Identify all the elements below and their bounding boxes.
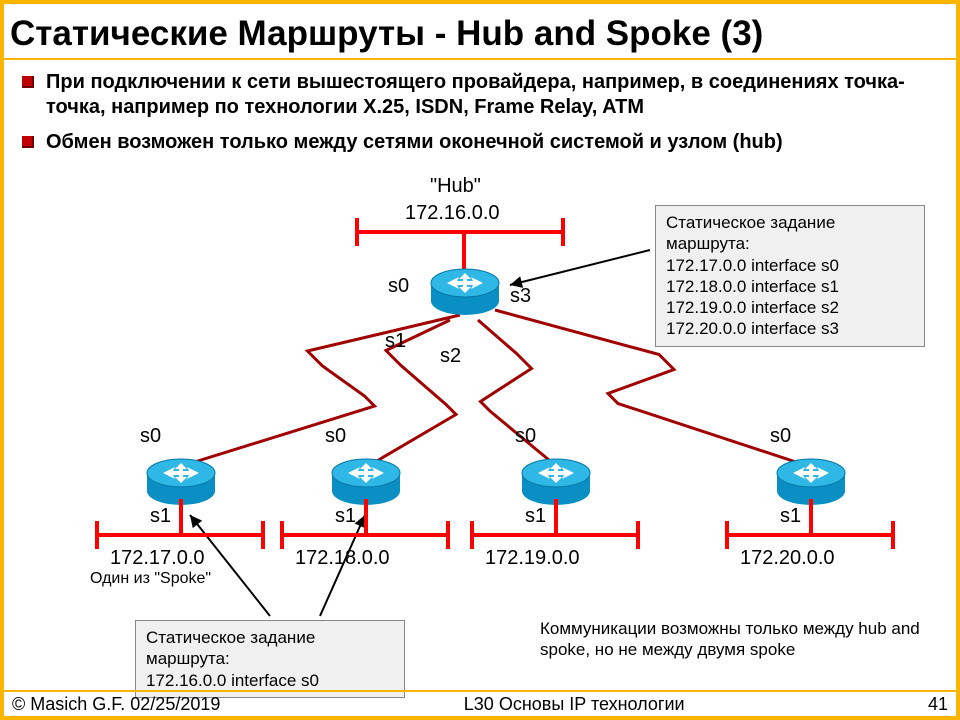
net-cap xyxy=(636,521,640,549)
slide-title: Статические Маршруты - Hub and Spoke (3) xyxy=(10,14,950,54)
spoke-sub-label: Один из "Spoke" xyxy=(90,570,211,588)
spoke-routes-title: Статическое задание маршрута: xyxy=(146,627,394,670)
hub-routes-line: 172.19.0.0 interface s2 xyxy=(666,297,914,318)
bullet-icon xyxy=(22,136,34,148)
spoke-net-segment xyxy=(725,533,895,537)
net-cap xyxy=(355,218,359,246)
hub-routes-title: Статическое задание маршрута: xyxy=(666,212,914,255)
spoke-net-label: 172.19.0.0 xyxy=(485,547,580,570)
bullet-icon xyxy=(22,76,34,88)
spoke-port-bot: s1 xyxy=(335,505,356,528)
footer-copyright: © Masich G.F. 02/25/2019 xyxy=(12,694,220,715)
hub-port-s3: s3 xyxy=(510,285,531,308)
bullet-item: Обмен возможен только между сетями оконе… xyxy=(22,130,940,155)
spoke-net-segment xyxy=(95,533,265,537)
hub-port-s0: s0 xyxy=(388,275,409,298)
slide-footer: © Masich G.F. 02/25/2019 L30 Основы IP т… xyxy=(4,690,956,716)
net-cap xyxy=(261,521,265,549)
hub-port-s2: s2 xyxy=(440,345,461,368)
communication-note: Коммуникации возможны только между hub a… xyxy=(540,618,940,661)
spoke-routes-box: Статическое задание маршрута: 172.16.0.0… xyxy=(135,620,405,698)
spoke-routes-line: 172.16.0.0 interface s0 xyxy=(146,670,394,691)
net-stub xyxy=(364,499,368,534)
net-cap xyxy=(470,521,474,549)
hub-routes-line: 172.17.0.0 interface s0 xyxy=(666,255,914,276)
net-cap xyxy=(725,521,729,549)
bullet-text: Обмен возможен только между сетями оконе… xyxy=(46,130,783,155)
spoke-port-bot: s1 xyxy=(150,505,171,528)
title-underline xyxy=(4,58,956,60)
spoke-port-top: s0 xyxy=(325,425,346,448)
net-cap xyxy=(446,521,450,549)
spoke-net-label: 172.20.0.0 xyxy=(740,547,835,570)
net-stub xyxy=(554,499,558,534)
hub-label: "Hub" xyxy=(430,175,481,198)
net-cap xyxy=(561,218,565,246)
hub-routes-line: 172.18.0.0 interface s1 xyxy=(666,276,914,297)
spoke-net-label: 172.17.0.0 xyxy=(110,547,205,570)
spoke-port-bot: s1 xyxy=(525,505,546,528)
hub-port-s1: s1 xyxy=(385,330,406,353)
spoke-port-top: s0 xyxy=(515,425,536,448)
hub-net: 172.16.0.0 xyxy=(405,202,500,225)
spoke-port-bot: s1 xyxy=(780,505,801,528)
net-cap xyxy=(95,521,99,549)
hub-net-segment xyxy=(355,230,565,234)
spoke-net-segment xyxy=(280,533,450,537)
net-stub xyxy=(179,499,183,534)
net-stub xyxy=(809,499,813,534)
network-diagram: "Hub" 172.16.0.0 s0 s3 s1 s2 Статическое… xyxy=(0,170,960,670)
hub-routes-box: Статическое задание маршрута: 172.17.0.0… xyxy=(655,205,925,347)
net-cap xyxy=(891,521,895,549)
spoke-port-top: s0 xyxy=(770,425,791,448)
net-cap xyxy=(280,521,284,549)
bullet-item: При подключении к сети вышестоящего пров… xyxy=(22,70,940,120)
spoke-net-label: 172.18.0.0 xyxy=(295,547,390,570)
spoke-net-segment xyxy=(470,533,640,537)
hub-routes-line: 172.20.0.0 interface s3 xyxy=(666,318,914,339)
hub-router-icon xyxy=(429,265,501,317)
bullet-list: При подключении к сети вышестоящего пров… xyxy=(22,70,940,165)
spoke-port-top: s0 xyxy=(140,425,161,448)
footer-course: L30 Основы IP технологии xyxy=(220,694,928,715)
bullet-text: При подключении к сети вышестоящего пров… xyxy=(46,70,940,120)
footer-page: 41 xyxy=(928,694,948,715)
